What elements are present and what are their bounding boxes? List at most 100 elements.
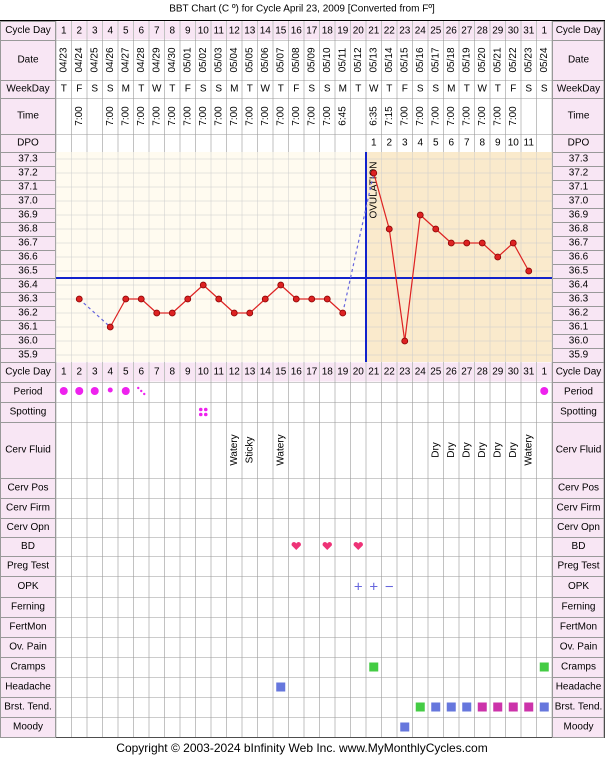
ytick-label-right: 36.2 — [569, 308, 589, 319]
cycle-day-25: 25 — [430, 26, 442, 37]
cycle-day-bg — [149, 21, 164, 40]
cerv-fluid-day-13: Sticky — [244, 437, 255, 464]
row-label-right-opk-bottom: OPK — [568, 581, 589, 592]
temp-point-day-13 — [246, 309, 254, 317]
cycle-day-bottom-22: 22 — [384, 367, 396, 378]
row-label-bg-right-cerv_fluid-bottom — [552, 422, 605, 479]
ytick-label-right: 36.5 — [569, 266, 589, 277]
moody-mark-day-23 — [400, 722, 410, 732]
date-24: 05/16 — [415, 47, 426, 72]
cycle-day-bottom-27: 27 — [461, 367, 473, 378]
cycle-day-bg — [242, 21, 257, 40]
row-label-fertmon-bottom: FertMon — [9, 622, 46, 633]
date-16: 05/08 — [291, 47, 302, 72]
time-9: 7:00 — [182, 106, 193, 126]
cycle-day-bg — [444, 21, 459, 40]
cycle-day-bg — [258, 21, 273, 40]
cycle-day-4: 4 — [107, 26, 113, 37]
row-label-cerv_opn-bottom: Cerv Opn — [7, 522, 50, 533]
cycle-day-bg — [273, 21, 288, 40]
cycle-day-bottom-19: 19 — [337, 367, 349, 378]
cycle-day-bottom-16: 16 — [291, 367, 303, 378]
time-10: 7:00 — [198, 106, 209, 126]
temp-point-day-11 — [215, 295, 223, 303]
temp-point-day-23 — [401, 337, 409, 345]
cycle-day-bottom-bg — [444, 362, 459, 382]
cycle-day-28: 28 — [477, 26, 489, 37]
ytick-label-right: 37.0 — [569, 196, 589, 207]
temp-point-day-26 — [447, 239, 455, 247]
date-19: 05/11 — [337, 47, 348, 72]
temp-point-day-27 — [463, 239, 471, 247]
ytick-label: 36.7 — [18, 238, 38, 249]
cycle-day-9: 9 — [185, 26, 191, 37]
time-21: 6:35 — [368, 106, 379, 126]
date-22: 05/14 — [384, 47, 395, 72]
cycle-day-31: 31 — [523, 26, 535, 37]
temp-point-day-29 — [494, 253, 502, 261]
row-label-period-bottom: Period — [14, 387, 43, 398]
cycle-day-bottom-bg — [490, 362, 505, 382]
cycle-day-bottom-bg — [103, 362, 118, 382]
cycle-day-bg — [211, 21, 226, 40]
brst-tend-mark-day-28 — [477, 702, 487, 712]
date-30: 05/22 — [508, 47, 519, 72]
cycle-day-30: 30 — [508, 26, 520, 37]
cycle-day-bottom-3: 3 — [92, 367, 98, 378]
row-label-right-time: Time — [568, 111, 590, 122]
weekday-10: S — [200, 84, 207, 95]
cerv-fluid-day-29: Dry — [492, 442, 503, 458]
weekday-21: W — [369, 84, 379, 95]
date-31: 05/23 — [523, 47, 534, 72]
ytick-label-right: 36.9 — [569, 210, 589, 221]
cycle-day-24: 24 — [415, 26, 427, 37]
weekday-14: W — [261, 84, 271, 95]
dpo-29: 9 — [495, 138, 501, 149]
cerv-fluid-day-31: Watery — [523, 434, 534, 465]
cycle-day-bg — [382, 21, 397, 40]
cycle-day-1: 1 — [61, 26, 67, 37]
row-label-ov_pain-bottom: Ov. Pain — [9, 642, 47, 653]
row-label-right-cerv_fluid-bottom: Cerv Fluid — [556, 445, 602, 456]
time-13: 7:00 — [244, 106, 255, 126]
cycle-day-bottom-bg — [521, 362, 536, 382]
ytick-label: 37.3 — [18, 154, 38, 165]
cycle-day-bottom-18: 18 — [322, 367, 334, 378]
temp-point-day-9 — [184, 295, 192, 303]
cycle-day-bottom-bg — [335, 362, 350, 382]
cycle-day-bg — [103, 21, 118, 40]
temp-point-day-2 — [75, 295, 83, 303]
time-6: 7:00 — [136, 106, 147, 126]
row-label-right-preg_test-bottom: Preg Test — [557, 561, 599, 572]
date-3: 04/25 — [89, 47, 100, 72]
date-21: 05/13 — [368, 47, 379, 72]
cycle-day-bottom-31: 31 — [523, 367, 535, 378]
spotting-mark-day-10 — [198, 412, 203, 417]
cycle-day-18: 18 — [322, 26, 334, 37]
date-15: 05/07 — [275, 47, 286, 72]
row-label-right-cerv_pos-bottom: Cerv Pos — [558, 483, 599, 494]
cycle-day-21: 21 — [368, 26, 380, 37]
cerv-fluid-day-30: Dry — [508, 442, 519, 458]
cerv-fluid-day-27: Dry — [461, 442, 472, 458]
cycle-day-16: 16 — [291, 26, 303, 37]
cycle-day-bottom-8: 8 — [169, 367, 175, 378]
temp-line-segment — [218, 298, 235, 314]
row-label-bg-right-date — [552, 40, 605, 81]
cycle-day-bottom-bg — [289, 362, 304, 382]
ytick-bg — [0, 348, 56, 363]
row-label-headache-bottom: Headache — [5, 682, 51, 693]
date-5: 04/27 — [120, 47, 131, 72]
date-2: 04/24 — [74, 47, 85, 72]
cycle-day-bg — [289, 21, 304, 40]
period-dot-day-1 — [59, 387, 68, 395]
weekday-1: T — [61, 84, 67, 95]
row-label-cerv_fluid-bottom: Cerv Fluid — [5, 445, 51, 456]
cycle-day-7: 7 — [154, 26, 160, 37]
time-26: 7:00 — [446, 106, 457, 126]
ytick-label-right: 37.3 — [569, 154, 589, 165]
opk-day-22: − — [385, 579, 394, 596]
cycle-day-bg — [134, 21, 149, 40]
cycle-day-bottom-bg — [87, 362, 102, 382]
cycle-day-bottom-12: 12 — [229, 367, 241, 378]
